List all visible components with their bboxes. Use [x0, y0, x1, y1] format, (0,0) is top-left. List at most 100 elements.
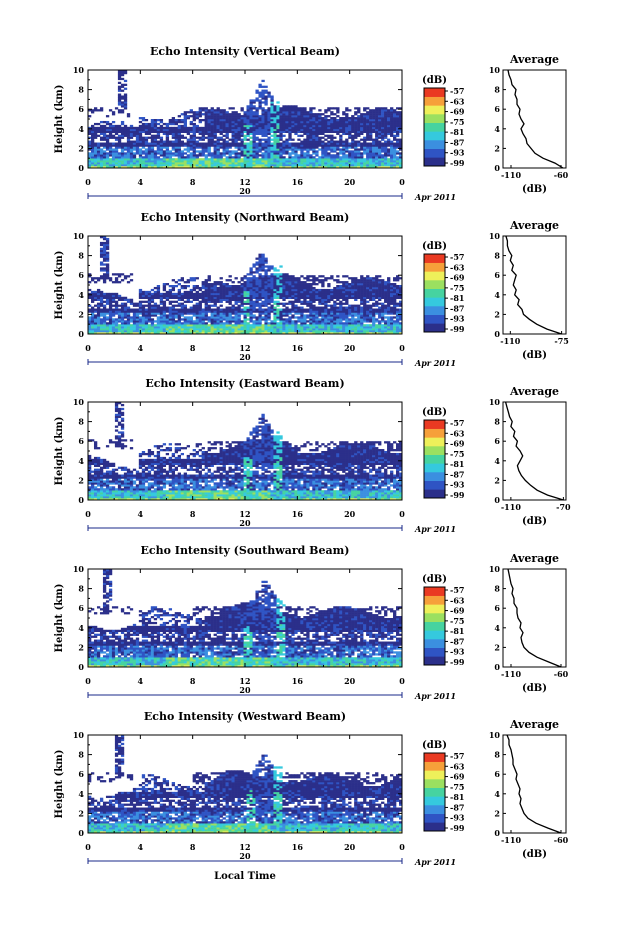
echo-cell [276, 160, 280, 163]
echo-cell [171, 148, 176, 151]
echo-cell [234, 150, 238, 153]
echo-cell [96, 322, 101, 325]
echo-cell [303, 158, 307, 161]
echo-cell [126, 113, 131, 116]
echo-cell [282, 318, 286, 321]
echo-cell [195, 126, 199, 130]
echo-cell [333, 326, 337, 329]
echo-cell [393, 166, 397, 169]
echo-cell [225, 294, 229, 298]
echo-cell [159, 318, 164, 321]
echo-cell [261, 259, 265, 262]
echo-cell [291, 281, 295, 284]
echo-cell [375, 132, 379, 135]
echo-cell [375, 144, 379, 147]
echo-cell [306, 302, 310, 305]
echo-cell [294, 306, 298, 309]
echo-cell [276, 286, 280, 290]
echo-cell [120, 77, 125, 81]
echo-cell [294, 296, 298, 300]
echo-cell [354, 142, 358, 145]
echo-cell [123, 70, 128, 73]
echo-cell [207, 126, 211, 130]
echo-cell [111, 113, 116, 116]
echo-cell [156, 140, 161, 143]
echo-cell [150, 120, 155, 124]
echo-cell [312, 107, 316, 110]
echo-cell [195, 292, 199, 296]
echo-cell [273, 286, 277, 290]
echo-cell [321, 290, 325, 294]
echo-cell [273, 288, 277, 292]
echo-cell [324, 115, 328, 118]
echo-cell [348, 122, 352, 126]
echo-cell [150, 162, 155, 165]
echo-cell [102, 253, 107, 256]
echo-cell [333, 279, 337, 282]
echo-cell [111, 164, 116, 167]
echo-cell [282, 304, 286, 307]
echo-cell [219, 142, 223, 145]
echo-cell [321, 130, 325, 134]
echo-cell [390, 160, 394, 163]
echo-cell [387, 150, 391, 153]
echo-cell [114, 320, 119, 323]
echo-cell [147, 312, 152, 315]
echo-cell [207, 332, 211, 335]
echo-cell [153, 138, 158, 141]
echo-cell [267, 113, 271, 116]
echo-cell [294, 130, 298, 134]
echo-cell [234, 130, 238, 134]
echo-cell [183, 330, 187, 333]
echo-cell [108, 296, 113, 300]
echo-cell [132, 154, 137, 157]
echo-cell [171, 144, 176, 147]
echo-cell [372, 148, 376, 151]
echo-cell [273, 138, 277, 141]
echo-cell [321, 285, 325, 288]
echo-cell [225, 332, 229, 335]
echo-cell [354, 113, 358, 116]
echo-cell [195, 140, 199, 143]
echo-cell [303, 117, 307, 120]
echo-cell [219, 136, 223, 139]
echo-cell [237, 285, 241, 288]
echo-cell [102, 332, 107, 335]
echo-cell [276, 158, 280, 161]
echo-cell [234, 154, 238, 157]
echo-cell [363, 124, 367, 128]
echo-cell [255, 261, 259, 264]
echo-cell [354, 156, 358, 159]
echo-cell [303, 166, 307, 169]
echo-cell [330, 136, 334, 139]
echo-cell [180, 308, 184, 311]
echo-cell [216, 109, 220, 112]
echo-cell [228, 130, 232, 134]
echo-cell [120, 330, 125, 333]
echo-cell [171, 310, 176, 313]
echo-cell [294, 124, 298, 128]
echo-cell [279, 138, 283, 141]
echo-cell [378, 120, 382, 124]
echo-cell [108, 320, 113, 323]
echo-cell [237, 314, 241, 317]
echo-cell [204, 322, 208, 325]
echo-cell [276, 117, 280, 120]
echo-cell [225, 130, 229, 134]
echo-cell [270, 119, 274, 122]
echo-cell [162, 154, 167, 157]
echo-cell [267, 300, 271, 303]
echo-cell [108, 130, 113, 134]
echo-cell [285, 148, 289, 151]
echo-cell [348, 126, 352, 130]
echo-cell [318, 300, 322, 303]
echo-cell [345, 310, 349, 313]
echo-cell [318, 132, 322, 135]
echo-cell [180, 150, 184, 153]
echo-cell [174, 312, 179, 315]
echo-cell [129, 328, 134, 331]
echo-cell [120, 160, 125, 163]
echo-cell [306, 140, 310, 143]
echo-cell [267, 146, 271, 149]
echo-cell [147, 152, 152, 155]
